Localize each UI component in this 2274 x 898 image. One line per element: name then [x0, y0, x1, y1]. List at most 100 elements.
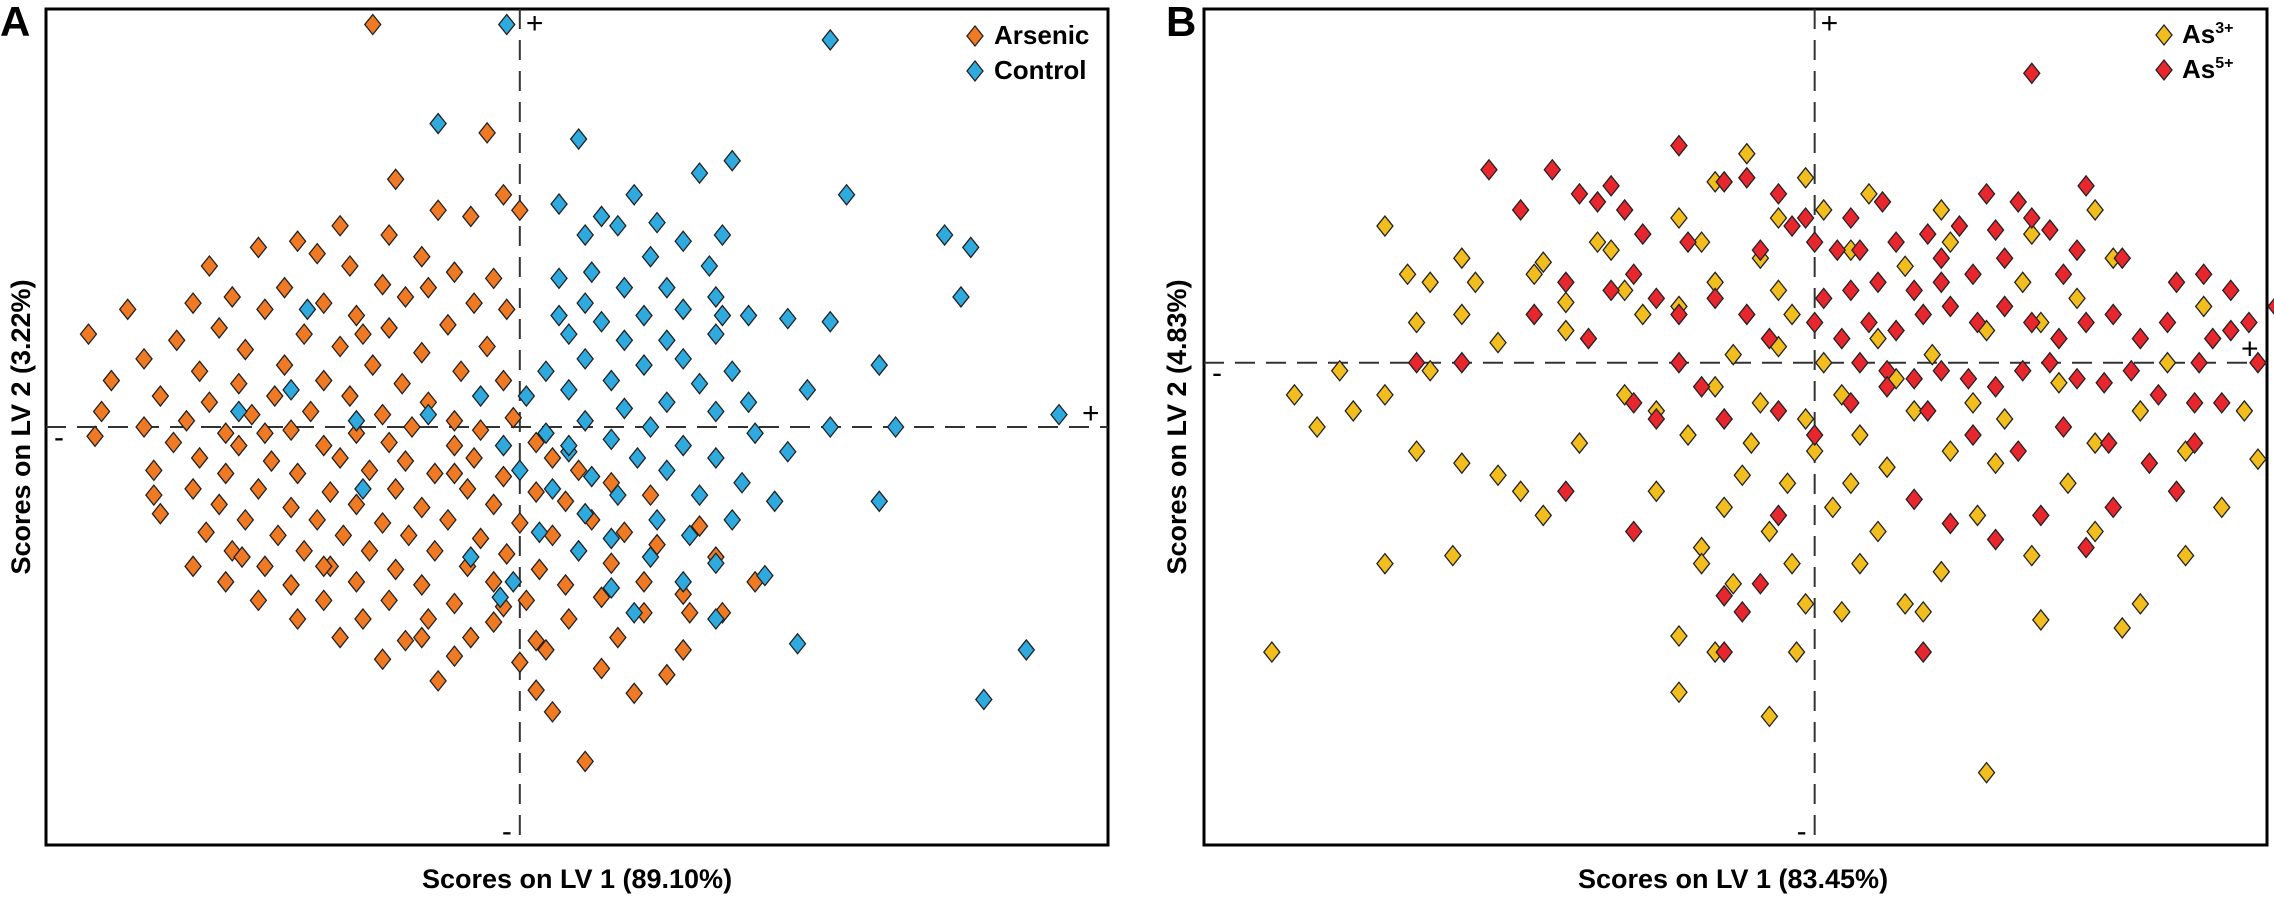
as3-point-57 — [2068, 287, 2086, 310]
arsenic-point-94 — [210, 493, 229, 516]
arsenic-point-71 — [380, 431, 398, 454]
panel-b-x-negative-sign: - — [1212, 357, 1222, 390]
arsenic-point-173 — [314, 555, 333, 578]
arsenic-point-154 — [527, 629, 545, 652]
as5-point-41 — [1995, 295, 2014, 318]
as5-point-110 — [1914, 641, 1933, 664]
as5-point-79 — [1670, 351, 1688, 374]
as3-point-81 — [1796, 592, 1815, 615]
as5-point-102 — [1941, 512, 1960, 535]
arsenic-point-15 — [445, 261, 464, 284]
arsenic-point-0 — [363, 13, 382, 36]
control-point-75 — [543, 477, 562, 500]
as3-point-90 — [1869, 520, 1887, 543]
arsenic-point-13 — [412, 245, 431, 268]
as5-point-36 — [1860, 311, 1878, 334]
as3-point-1 — [1452, 247, 1471, 270]
as3-point-78 — [1715, 496, 1734, 519]
as3-point-28 — [1452, 452, 1471, 475]
arsenic-point-99 — [556, 490, 575, 513]
arsenic-point-104 — [373, 511, 392, 535]
as3-point-68 — [1796, 166, 1815, 189]
panel-b-plot-frame — [1202, 7, 2269, 847]
arsenic-point-82 — [288, 462, 307, 485]
control-point-13 — [961, 236, 980, 259]
arsenic-point-155 — [609, 626, 627, 649]
arsenic-point-144 — [674, 583, 693, 606]
control-point-38 — [298, 298, 317, 321]
as5-point-104 — [1769, 504, 1788, 527]
as3-point-107 — [1760, 705, 1779, 728]
as3-point-39 — [1724, 343, 1743, 366]
panel-b-legend: As3+ As5+ — [2155, 19, 2234, 84]
as5-point-20 — [1918, 223, 1937, 246]
arsenic-point-84 — [426, 462, 444, 485]
as5-point-115 — [2077, 174, 2095, 197]
control-point-88 — [641, 546, 660, 569]
control-point-95 — [707, 607, 725, 631]
as3-point-69 — [1737, 142, 1756, 165]
as5-point-51 — [2240, 311, 2258, 334]
as3-point-9 — [1557, 291, 1575, 314]
panel-b-y-positive-sign: + — [1821, 7, 1839, 40]
as3-point-49 — [1923, 343, 1942, 366]
arsenic-point-52 — [341, 384, 359, 408]
as3-point-72 — [1769, 206, 1788, 230]
control-point-72 — [582, 465, 601, 488]
as5-point-12 — [1679, 231, 1697, 254]
control-point-2 — [429, 112, 447, 135]
arsenic-point-152 — [396, 629, 415, 652]
arsenic-point-10 — [249, 236, 268, 259]
arsenic-point-8 — [461, 205, 480, 228]
arsenic-point-22 — [118, 298, 137, 321]
arsenic-point-123 — [184, 555, 202, 578]
arsenic-point-176 — [680, 601, 699, 624]
as5-point-25 — [2068, 239, 2086, 262]
as5-point-5 — [1737, 166, 1756, 189]
as3-point-82 — [1724, 572, 1743, 595]
arsenic-point-164 — [527, 679, 545, 702]
as5-point-83 — [1715, 407, 1734, 431]
control-point-59 — [746, 422, 764, 445]
arsenic-point-48 — [494, 369, 513, 392]
as3-point-58 — [2086, 432, 2104, 455]
as3-point-54 — [2013, 271, 2032, 294]
as3-point-64 — [1941, 231, 1960, 254]
as3-point-6 — [1525, 263, 1544, 286]
as3-point-27 — [1407, 440, 1426, 463]
panel-a-x-positive-sign: + — [1082, 397, 1100, 430]
arsenic-point-117 — [295, 539, 313, 562]
arsenic-point-143 — [592, 586, 611, 609]
arsenic-point-36 — [135, 347, 153, 370]
as3-point-37 — [1679, 423, 1697, 447]
as3-point-96 — [2059, 472, 2077, 495]
arsenic-point-169 — [233, 546, 251, 569]
control-point-3 — [569, 128, 588, 151]
as3-point-3 — [1466, 271, 1485, 294]
arsenic-point-66 — [471, 419, 490, 442]
control-point-41 — [635, 354, 653, 377]
as3-point-21 — [1376, 383, 1394, 406]
control-point-62 — [1050, 403, 1068, 426]
arsenic-point-110 — [334, 524, 353, 547]
arsenic-point-133 — [347, 570, 366, 593]
panel-a-y-positive-sign: + — [526, 7, 544, 40]
as5-point-3 — [1602, 174, 1620, 197]
as3-point-38 — [1706, 375, 1724, 398]
arsenic-point-115 — [690, 515, 709, 538]
as5-point-47 — [2158, 311, 2177, 334]
as5-point-13 — [1769, 182, 1788, 205]
as5-point-101 — [1986, 528, 2005, 551]
control-point-79 — [576, 502, 595, 525]
as3-point-73 — [1860, 182, 1878, 205]
as5-point-94 — [2185, 432, 2204, 455]
as5-point-100 — [2031, 504, 2050, 527]
arsenic-point-54 — [92, 400, 111, 423]
as5-point-119 — [1751, 239, 1770, 262]
arsenic-point-97 — [412, 496, 431, 519]
as3-point-46 — [1869, 327, 1887, 350]
as3-point-43 — [1814, 351, 1833, 374]
as5-point-64 — [1932, 359, 1951, 382]
as5-point-56 — [2149, 383, 2168, 406]
as5-point-9 — [1588, 190, 1607, 213]
